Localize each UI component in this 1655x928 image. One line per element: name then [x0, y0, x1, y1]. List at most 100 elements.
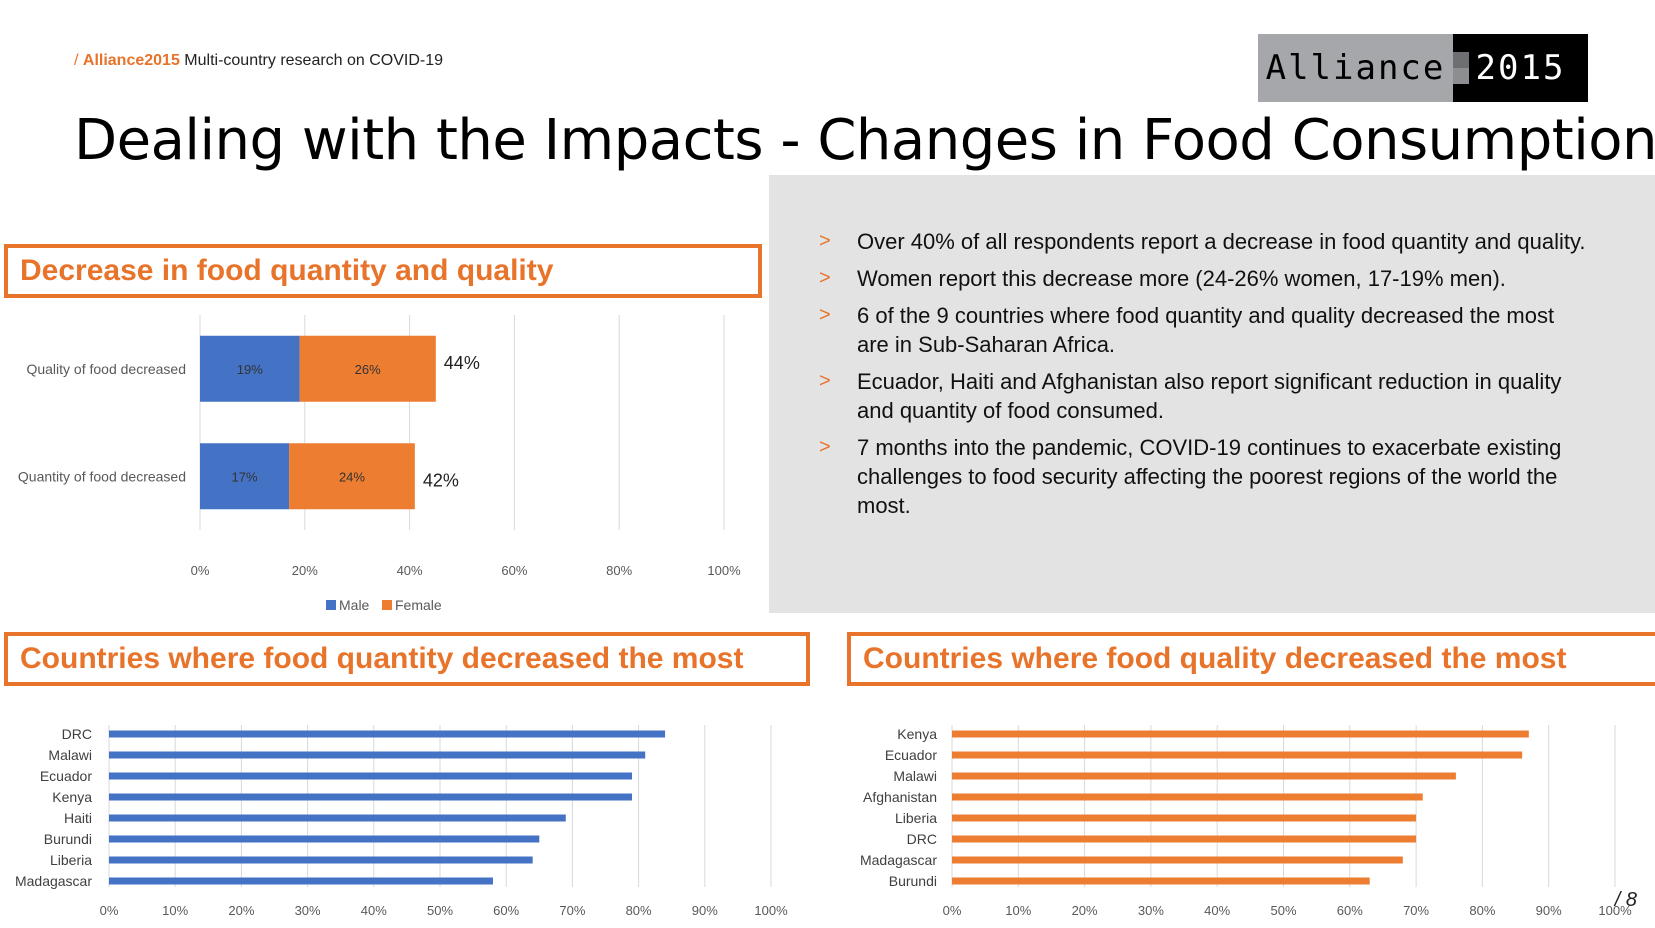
country-bar: [952, 793, 1423, 801]
bullet-arrow-icon: >: [819, 436, 831, 458]
x-tick-label: 20%: [228, 903, 254, 918]
country-bar: [952, 877, 1370, 885]
country-bar: [109, 856, 533, 864]
finding-item: > Ecuador, Haiti and Afghanistan also rep…: [819, 367, 1589, 425]
x-tick-label: 0%: [100, 903, 119, 918]
category-label: DRC: [907, 831, 937, 847]
category-label: Afghanistan: [863, 789, 937, 805]
bullet-arrow-icon: >: [819, 304, 831, 326]
alliance2015-logo: Alliance 2015: [1258, 34, 1588, 102]
category-label: Burundi: [889, 873, 937, 889]
country-bar: [952, 772, 1456, 780]
category-label: Kenya: [52, 789, 92, 805]
x-tick-label: 40%: [397, 563, 423, 578]
x-tick-label: 70%: [1403, 903, 1429, 918]
x-tick-label: 80%: [1469, 903, 1495, 918]
breadcrumb-text: Multi-country research on COVID-19: [179, 52, 444, 69]
x-tick-label: 0%: [191, 563, 210, 578]
bar-female: [289, 443, 415, 510]
x-tick-label: 100%: [707, 563, 741, 578]
finding-text: Over 40% of all respondents report a dec…: [857, 229, 1586, 254]
logo-left-text: Alliance: [1258, 34, 1453, 102]
country-bar: [952, 814, 1417, 822]
x-tick-label: 50%: [427, 903, 453, 918]
x-tick-label: 10%: [1005, 903, 1031, 918]
page-number: / 8: [1614, 889, 1637, 911]
key-findings-list: > Over 40% of all respondents report a de…: [819, 227, 1589, 528]
bar-female: [299, 335, 436, 402]
x-tick-label: 20%: [1072, 903, 1098, 918]
category-label: Liberia: [895, 810, 937, 826]
category-label: Ecuador: [40, 768, 92, 784]
x-tick-label: 70%: [559, 903, 585, 918]
finding-text: 6 of the 9 countries where food quantity…: [857, 303, 1555, 357]
breadcrumb-prefix: /: [74, 52, 83, 69]
country-bar: [109, 877, 493, 885]
data-label: 24%: [339, 469, 365, 484]
breadcrumb: / Alliance2015 Multi-country research on…: [74, 52, 443, 70]
x-tick-label: 90%: [692, 903, 718, 918]
section-title-quantity-countries: Countries where food quantity decreased …: [4, 632, 810, 686]
data-label: 19%: [237, 362, 263, 377]
x-tick-label: 60%: [501, 563, 527, 578]
country-bar: [109, 793, 632, 801]
x-tick-label: 0%: [943, 903, 962, 918]
data-label: 17%: [232, 469, 258, 484]
x-tick-label: 30%: [295, 903, 321, 918]
x-tick-label: 10%: [162, 903, 188, 918]
quantity-countries-bar-chart: 0% 10% 20% 30% 40% 50% 60% 70% 80% 90% 100% DRC Mala…: [15, 725, 788, 918]
category-label: DRC: [62, 726, 92, 742]
x-tick-label: 100%: [754, 903, 788, 918]
legend-label: Male: [339, 597, 370, 613]
legend-swatch-male: [326, 600, 336, 610]
category-label: Madagascar: [15, 873, 92, 889]
section-title-decrease: Decrease in food quantity and quality: [4, 244, 762, 298]
country-bar: [109, 730, 666, 738]
finding-text: Women report this decrease more (24-26% …: [857, 266, 1506, 291]
x-tick-label: 80%: [626, 903, 652, 918]
x-tick-label: 60%: [1337, 903, 1363, 918]
x-tick-label: 40%: [1204, 903, 1230, 918]
data-label: 26%: [355, 362, 381, 377]
x-tick-label: 40%: [361, 903, 387, 918]
country-bar: [952, 730, 1529, 738]
country-bar: [952, 751, 1523, 759]
quality-countries-bar-chart: 0% 10% 20% 30% 40% 50% 60% 70% 80% 90% 100% Kenya Ec…: [860, 725, 1632, 918]
key-findings-panel: > Over 40% of all respondents report a de…: [769, 175, 1655, 613]
decrease-stacked-bar-chart: 0% 20% 40% 60% 80% 100% Quality of food decrea…: [18, 315, 741, 613]
bar-male: [200, 443, 290, 510]
x-tick-label: 30%: [1138, 903, 1164, 918]
logo-right-block: 2015: [1453, 34, 1588, 102]
country-bar: [109, 814, 566, 822]
category-label: Ecuador: [885, 747, 937, 763]
country-bar: [952, 835, 1417, 843]
bullet-arrow-icon: >: [819, 267, 831, 289]
category-label: Malawi: [48, 747, 92, 763]
legend-label: Female: [395, 597, 442, 613]
category-label: Haiti: [64, 810, 92, 826]
x-tick-label: 80%: [606, 563, 632, 578]
total-label: 44%: [444, 353, 480, 373]
finding-text: Ecuador, Haiti and Afghanistan also repo…: [857, 369, 1562, 423]
country-bar: [109, 772, 632, 780]
finding-item: > Women report this decrease more (24-26%…: [819, 264, 1589, 293]
country-bar: [109, 751, 646, 759]
x-tick-label: 50%: [1270, 903, 1296, 918]
x-tick-label: 60%: [493, 903, 519, 918]
section-title-quality-countries: Countries where food quality decreased t…: [847, 632, 1655, 686]
logo-right-text: 2015: [1475, 48, 1566, 88]
finding-item: > Over 40% of all respondents report a de…: [819, 227, 1589, 256]
x-tick-label: 20%: [292, 563, 318, 578]
bullet-arrow-icon: >: [819, 370, 831, 392]
breadcrumb-brand: Alliance2015: [82, 52, 180, 69]
bullet-arrow-icon: >: [819, 230, 831, 252]
category-label: Malawi: [893, 768, 937, 784]
logo-square-mark-light: [1453, 68, 1469, 84]
finding-item: >6 of the 9 countries where food quantit…: [819, 301, 1589, 359]
country-bar: [109, 835, 540, 843]
finding-text: 7 months into the pandemic, COVID-19 con…: [857, 435, 1562, 518]
category-label: Liberia: [50, 852, 92, 868]
finding-item: >7 months into the pandemic, COVID-19 co…: [819, 433, 1589, 520]
x-tick-label: 90%: [1536, 903, 1562, 918]
bar-male: [200, 335, 300, 402]
